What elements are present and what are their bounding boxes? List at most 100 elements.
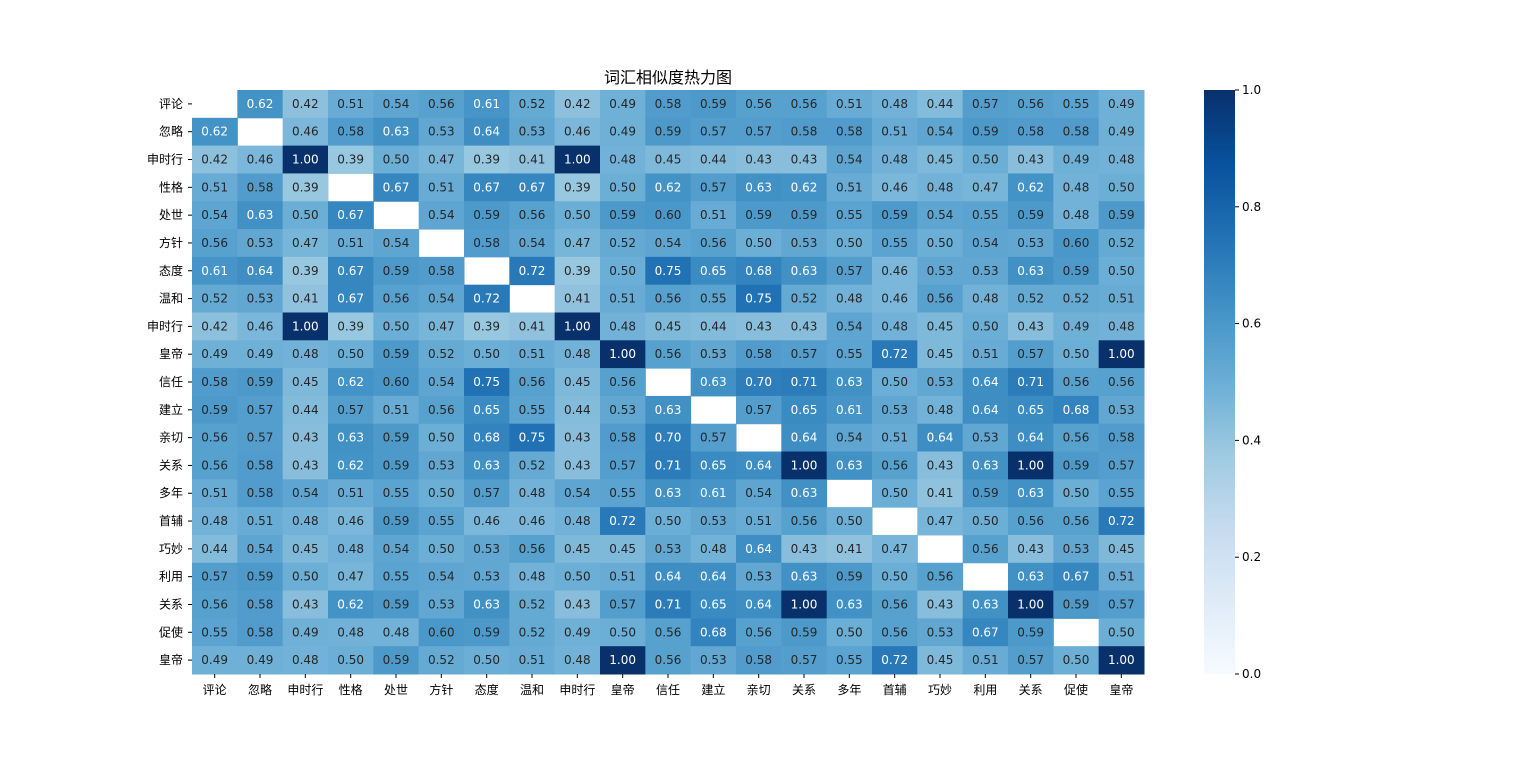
heatmap-cell bbox=[690, 562, 737, 592]
heatmap-cell bbox=[736, 284, 782, 313]
heatmap-cells: 0.62 0.42 0.51 0.54 0.56 0.61 0.52 0.42 0.49 0.58… bbox=[192, 90, 1145, 675]
column-tick-label: 关系 bbox=[1019, 683, 1043, 697]
cell-value-label: 0.56 bbox=[1063, 431, 1090, 445]
cell-value-label: 0.56 bbox=[201, 431, 228, 445]
heatmap-cell bbox=[826, 423, 873, 453]
heatmap-cell bbox=[917, 423, 964, 453]
cell-value-label: 0.71 bbox=[655, 597, 682, 611]
cell-value-label: 0.48 bbox=[881, 97, 908, 111]
cell-value-label: 0.49 bbox=[1063, 319, 1090, 333]
heatmap-cell bbox=[645, 451, 692, 480]
cell-value-label: 0.68 bbox=[700, 625, 727, 639]
heatmap-cell bbox=[962, 340, 1009, 369]
heatmap-cell bbox=[962, 590, 1009, 619]
heatmap-cell bbox=[690, 340, 737, 369]
heatmap-cell bbox=[418, 284, 465, 313]
cell-value-label: 0.43 bbox=[927, 458, 954, 472]
cell-value-label: 0.71 bbox=[791, 375, 818, 389]
heatmap-cell bbox=[509, 590, 556, 619]
cell-value-label: 0.43 bbox=[1017, 319, 1044, 333]
heatmap-cell bbox=[600, 618, 646, 647]
cell-value-label: 0.58 bbox=[247, 625, 274, 639]
heatmap-cell bbox=[872, 145, 918, 174]
cell-value-label: 0.39 bbox=[473, 319, 500, 333]
heatmap-cell bbox=[600, 479, 646, 508]
cell-value-label: 1.00 bbox=[791, 597, 818, 611]
heatmap-cell bbox=[872, 201, 918, 230]
cell-value-label: 0.47 bbox=[972, 180, 999, 194]
heatmap-cell bbox=[1053, 507, 1100, 536]
cell-value-label: 0.50 bbox=[609, 625, 636, 639]
heatmap-cell bbox=[1053, 562, 1100, 592]
heatmap-cell bbox=[600, 284, 646, 313]
cell-value-label: 0.48 bbox=[201, 514, 228, 528]
cell-value-label: 0.72 bbox=[473, 292, 500, 306]
heatmap-cell bbox=[736, 173, 782, 202]
cell-value-label: 1.00 bbox=[292, 319, 319, 333]
cell-value-label: 0.52 bbox=[1017, 292, 1044, 306]
heatmap-cell bbox=[645, 479, 692, 508]
colorbar-tick-label: 1.0 bbox=[1242, 83, 1261, 97]
heatmap-cell bbox=[554, 201, 601, 230]
cell-value-label: 0.51 bbox=[519, 653, 546, 667]
cell-value-label: 0.59 bbox=[383, 431, 410, 445]
cell-value-label: 0.54 bbox=[519, 236, 546, 250]
heatmap-cell bbox=[509, 423, 556, 453]
heatmap-cell bbox=[872, 368, 918, 397]
cell-value-label: 0.59 bbox=[383, 264, 410, 278]
heatmap-cell bbox=[237, 201, 284, 230]
cell-value-label: 0.55 bbox=[609, 486, 636, 500]
cell-value-label: 0.56 bbox=[201, 597, 228, 611]
cell-value-label: 0.50 bbox=[655, 514, 682, 528]
cell-value-label: 0.56 bbox=[927, 292, 954, 306]
cell-value-label: 0.44 bbox=[564, 403, 591, 417]
cell-value-label: 0.62 bbox=[337, 597, 364, 611]
cell-value-label: 0.56 bbox=[791, 514, 818, 528]
cell-value-label: 0.48 bbox=[972, 292, 999, 306]
heatmap-cell bbox=[237, 534, 284, 564]
cell-value-label: 0.59 bbox=[473, 208, 500, 222]
cell-value-label: 0.53 bbox=[1063, 542, 1090, 556]
cell-value-label: 0.45 bbox=[564, 375, 591, 389]
row-tick-label: 关系 bbox=[159, 597, 183, 611]
heatmap-cell bbox=[645, 312, 692, 341]
cell-value-label: 0.54 bbox=[836, 153, 863, 167]
cell-value-label: 0.49 bbox=[247, 347, 274, 361]
cell-value-label: 0.72 bbox=[881, 653, 908, 667]
cell-value-label: 0.63 bbox=[972, 597, 999, 611]
heatmap-cell bbox=[418, 117, 465, 147]
cell-value-label: 0.45 bbox=[655, 319, 682, 333]
cell-value-label: 0.59 bbox=[383, 458, 410, 472]
heatmap-cell bbox=[282, 507, 329, 536]
cell-value-label: 0.64 bbox=[972, 403, 999, 417]
cell-value-label: 0.50 bbox=[1063, 653, 1090, 667]
column-tick-label: 利用 bbox=[973, 683, 997, 697]
heatmap-cell bbox=[282, 284, 329, 313]
cell-value-label: 0.48 bbox=[519, 486, 546, 500]
heatmap-cell bbox=[1098, 145, 1145, 174]
heatmap-cell bbox=[781, 201, 828, 230]
heatmap-cell bbox=[1053, 284, 1100, 313]
heatmap-cell bbox=[690, 145, 737, 174]
heatmap-cell bbox=[192, 256, 238, 286]
cell-value-label: 1.00 bbox=[1017, 597, 1044, 611]
cell-value-label: 0.39 bbox=[337, 319, 364, 333]
heatmap-cell bbox=[917, 451, 964, 480]
cell-value-label: 0.59 bbox=[1017, 625, 1044, 639]
column-tick-label: 多年 bbox=[837, 683, 861, 697]
heatmap-cell bbox=[826, 507, 873, 536]
row-tick-label: 促使 bbox=[159, 624, 183, 639]
cell-value-label: 0.52 bbox=[609, 236, 636, 250]
cell-value-label: 0.48 bbox=[292, 347, 319, 361]
heatmap-cell bbox=[237, 395, 284, 425]
heatmap-cell bbox=[600, 646, 646, 675]
cell-value-label: 0.57 bbox=[700, 180, 727, 194]
cell-value-label: 0.51 bbox=[700, 208, 727, 222]
cell-value-label: 0.48 bbox=[881, 153, 908, 167]
heatmap-cell bbox=[509, 507, 556, 536]
heatmap-cell bbox=[509, 173, 556, 202]
cell-value-label: 0.63 bbox=[836, 375, 863, 389]
cell-value-label: 0.61 bbox=[836, 403, 863, 417]
cell-value-label: 0.56 bbox=[1063, 514, 1090, 528]
cell-value-label: 0.52 bbox=[428, 653, 455, 667]
